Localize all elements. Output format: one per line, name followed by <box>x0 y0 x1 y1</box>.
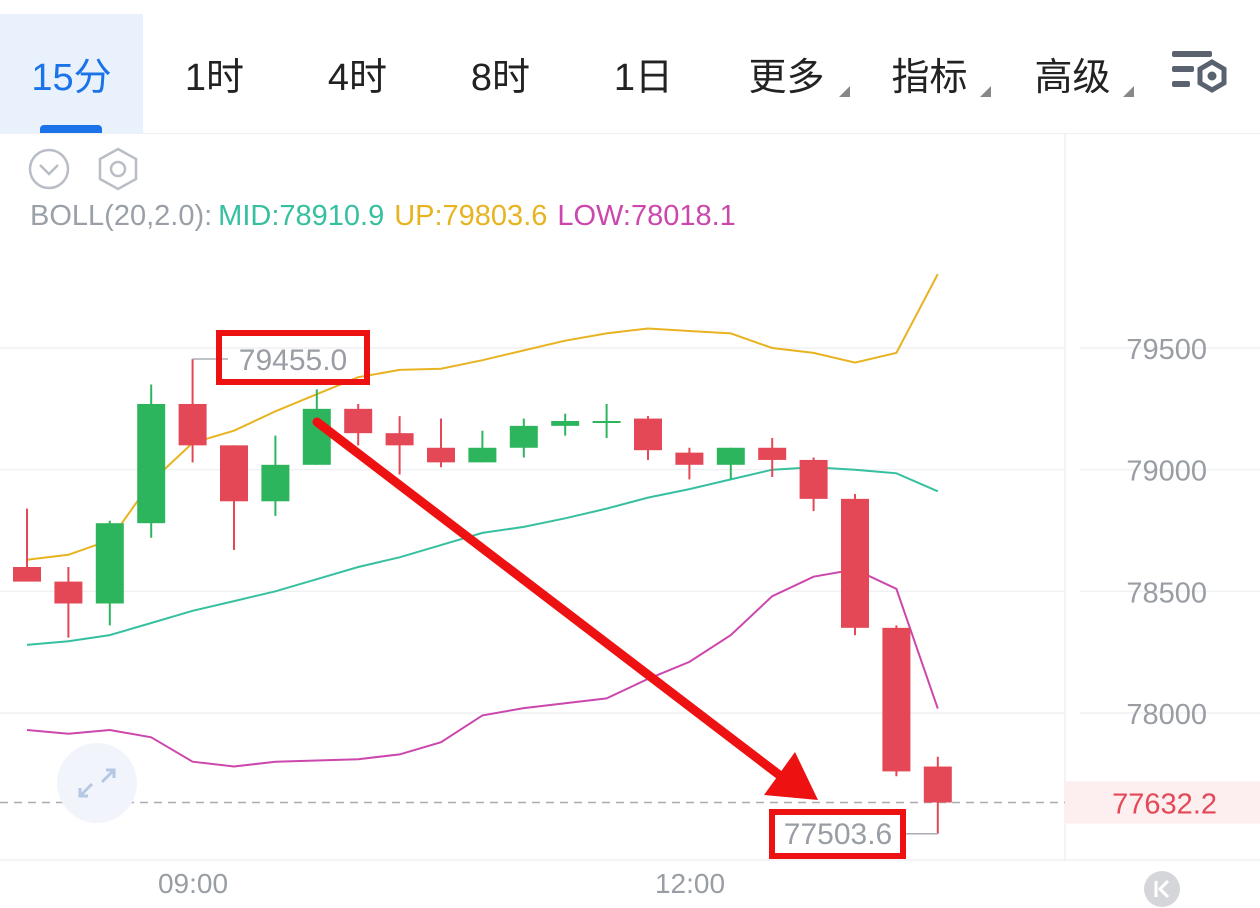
candle-up <box>137 403 166 524</box>
timeframe-tab-bar: 15分 1时 4时 8时 1日 更多 指标 高级 <box>0 0 1260 134</box>
boll-legend: BOLL(20,2.0): MID:78910.9 UP:79803.6 LOW:78… <box>30 200 746 233</box>
candle-up <box>468 447 497 463</box>
tab-label: 更多 <box>748 57 825 99</box>
tab-15m[interactable]: 15分 <box>0 14 143 133</box>
current-price-label: 77632.2 <box>1112 788 1217 820</box>
trend-arrow-head <box>764 752 818 800</box>
scroll-to-latest-icon[interactable] <box>1143 870 1181 908</box>
tab-label: 15分 <box>31 57 112 99</box>
tab-label: 1时 <box>184 57 245 99</box>
low-price-label: 77503.6 <box>784 818 892 851</box>
chevron-down-icon[interactable] <box>26 146 72 192</box>
tab-label: 1日 <box>613 57 674 99</box>
candle-down <box>799 459 828 499</box>
candle-down <box>882 627 911 772</box>
low-annotation-box <box>769 809 906 859</box>
candle-down <box>344 408 373 434</box>
trend-arrow-shaft <box>312 417 783 779</box>
tab-more[interactable]: 更多 <box>715 14 858 133</box>
candle-down <box>427 447 455 463</box>
candle-down <box>220 445 248 502</box>
candle-down <box>841 498 869 628</box>
candle-down <box>675 452 704 465</box>
high-price-label: 79455.0 <box>239 344 347 377</box>
tab-label: 高级 <box>1034 57 1111 99</box>
candle-up <box>551 421 580 426</box>
tab-1d[interactable]: 1日 <box>572 14 715 133</box>
boll-upper-line <box>26 273 939 561</box>
tab-advanced[interactable]: 高级 <box>1001 14 1144 133</box>
x-tick-label: 09:00 <box>158 868 228 899</box>
tab-label: 4时 <box>327 57 388 99</box>
dropdown-triangle-icon <box>1123 86 1134 97</box>
candle-down <box>923 766 952 803</box>
candle-up <box>95 523 124 604</box>
candlestick-chart[interactable]: 79455.0 77503.6 79500 79000 78500 78000 09:00… <box>0 133 1260 908</box>
dropdown-triangle-icon <box>980 86 991 97</box>
candle-up <box>716 447 745 465</box>
x-tick-label: 12:00 <box>655 868 725 899</box>
tab-8h[interactable]: 8时 <box>429 14 572 133</box>
candle-down <box>758 447 787 460</box>
boll-low-value: LOW:78018.1 <box>557 200 736 232</box>
candle-down <box>634 418 662 451</box>
tab-label: 8时 <box>470 57 531 99</box>
candle-up <box>592 421 621 423</box>
hexagon-settings-icon[interactable] <box>95 146 141 192</box>
boll-mid-value: MID:78910.9 <box>218 200 385 232</box>
boll-mid-line <box>26 466 939 646</box>
candle-up <box>509 425 538 448</box>
boll-lower-line <box>26 568 939 768</box>
tab-label: 指标 <box>891 57 968 99</box>
y-tick-label: 78000 <box>1126 699 1207 731</box>
boll-name: BOLL(20,2.0): <box>30 200 213 232</box>
candle-down <box>13 567 41 582</box>
tab-1h[interactable]: 1时 <box>143 14 286 133</box>
candle-up <box>302 408 331 465</box>
candle-up <box>261 464 290 502</box>
high-annotation-box <box>216 330 370 385</box>
y-tick-label: 78500 <box>1126 577 1207 609</box>
candle-down <box>178 403 207 446</box>
current-price-badge <box>1065 781 1260 824</box>
dropdown-triangle-icon <box>839 86 850 97</box>
boll-up-value: UP:79803.6 <box>394 200 548 232</box>
y-tick-label: 79500 <box>1126 334 1207 366</box>
tab-4h[interactable]: 4时 <box>286 14 429 133</box>
expand-icon[interactable] <box>54 740 140 826</box>
candle-down <box>54 581 83 604</box>
candle-down <box>385 433 414 446</box>
chart-settings-icon[interactable] <box>1168 48 1230 100</box>
y-tick-label: 79000 <box>1126 456 1207 488</box>
tab-indicators[interactable]: 指标 <box>858 14 1001 133</box>
active-tab-indicator <box>40 125 102 133</box>
